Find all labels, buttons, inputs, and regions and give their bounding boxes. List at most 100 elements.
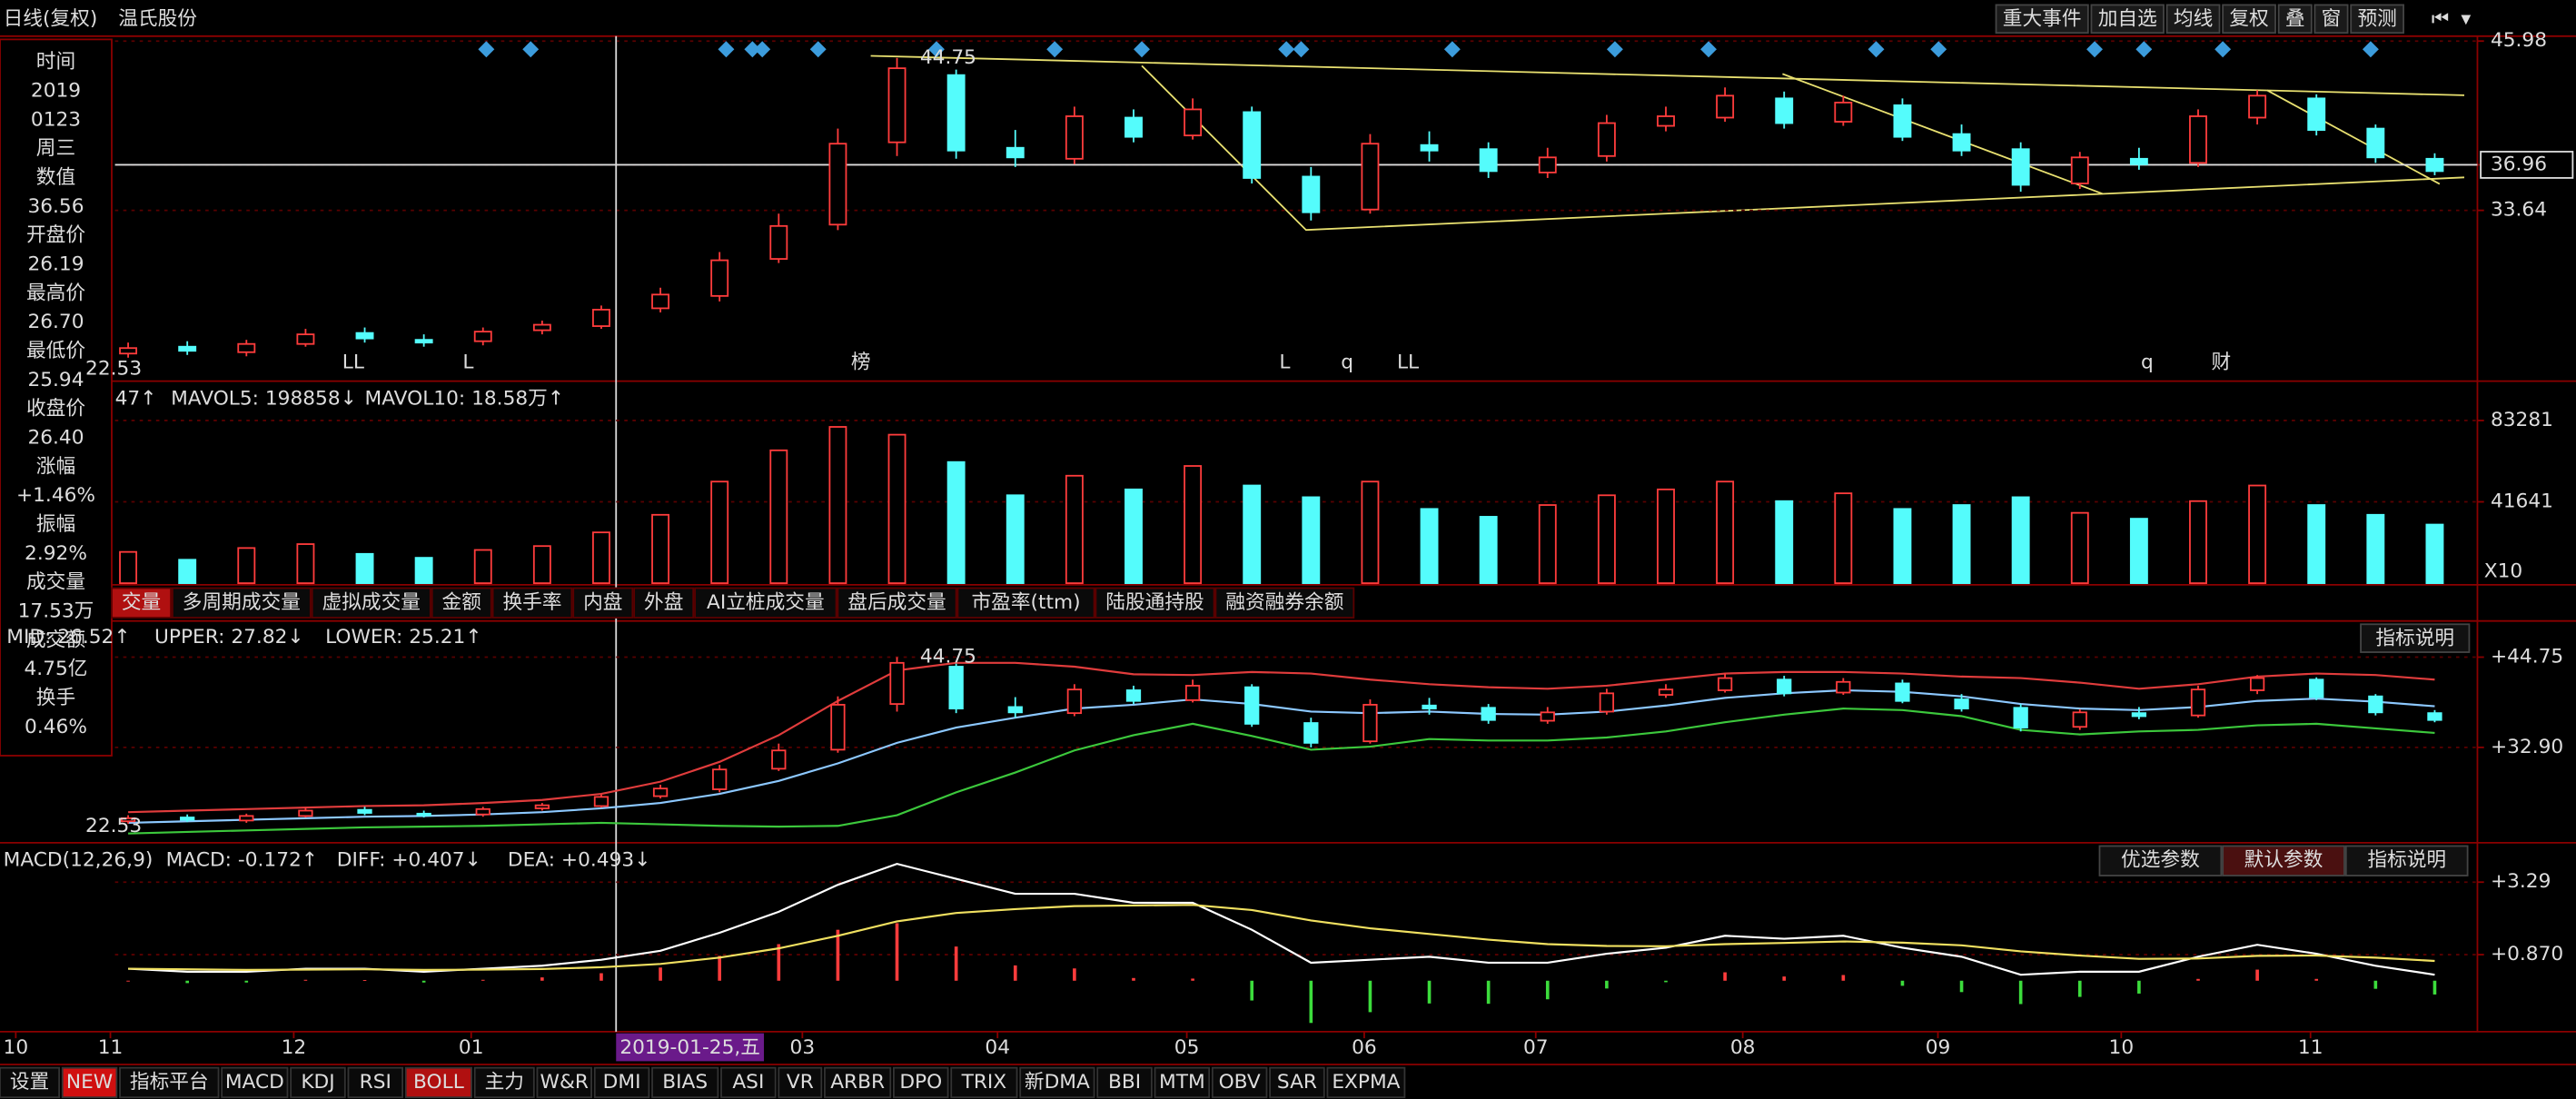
indicator-tab-label[interactable]: 外盘 bbox=[644, 591, 683, 614]
indicator-tab[interactable] bbox=[1214, 587, 1355, 619]
bottom-tab-label[interactable]: KDJ bbox=[301, 1071, 334, 1094]
indicator-tab-label[interactable]: 虚拟成交量 bbox=[322, 591, 421, 614]
bottom-tab[interactable] bbox=[893, 1066, 949, 1099]
bottom-tab-label[interactable]: MTM bbox=[1159, 1071, 1205, 1094]
bottom-tab-label[interactable]: DMI bbox=[603, 1071, 641, 1094]
param-button[interactable] bbox=[2222, 845, 2345, 876]
event-label[interactable]: LL bbox=[342, 351, 364, 374]
bottom-tab[interactable] bbox=[950, 1066, 1018, 1099]
bottom-tab-label[interactable]: ARBR bbox=[830, 1071, 885, 1094]
event-diamond[interactable] bbox=[1443, 41, 1461, 58]
indicator-tab[interactable] bbox=[694, 587, 837, 619]
indicator-tab-label[interactable]: 融资融券余额 bbox=[1225, 591, 1343, 614]
event-diamond[interactable] bbox=[1293, 41, 1310, 58]
bottom-tab-label[interactable]: ASI bbox=[732, 1071, 764, 1094]
indicator-tab[interactable] bbox=[311, 587, 431, 619]
indicator-tab-label[interactable]: 市盈率(ttm) bbox=[971, 591, 1080, 614]
bottom-tab-label[interactable]: VR bbox=[787, 1071, 814, 1094]
event-label[interactable]: q bbox=[1341, 351, 1353, 374]
indicator-tab-label[interactable]: 多周期成交量 bbox=[183, 591, 301, 614]
indicator-tab[interactable] bbox=[491, 587, 573, 619]
bottom-tab[interactable] bbox=[290, 1066, 346, 1099]
event-diamond[interactable] bbox=[1700, 41, 1717, 58]
indicator-tab-label[interactable]: 陆股通持股 bbox=[1105, 591, 1204, 614]
toolbar-button[interactable] bbox=[2222, 4, 2276, 35]
bottom-tab[interactable] bbox=[404, 1066, 472, 1099]
param-button-label[interactable]: 默认参数 bbox=[2244, 849, 2323, 872]
bottom-tab-label[interactable]: W&R bbox=[540, 1071, 589, 1094]
bottom-tab-label[interactable]: 主力 bbox=[485, 1071, 524, 1094]
indicator-tab[interactable] bbox=[1095, 587, 1215, 619]
bottom-tab[interactable] bbox=[720, 1066, 777, 1099]
bottom-tab-label[interactable]: 设置 bbox=[10, 1071, 49, 1094]
toolbar-button-label[interactable]: 重大事件 bbox=[2003, 8, 2082, 31]
bottom-tab[interactable] bbox=[651, 1066, 719, 1099]
bottom-tab-label[interactable]: EXPMA bbox=[1332, 1071, 1400, 1094]
param-button[interactable] bbox=[2098, 845, 2223, 876]
toolbar-button[interactable] bbox=[2313, 4, 2349, 35]
toolbar-button-label[interactable]: 均线 bbox=[2174, 8, 2213, 31]
bottom-tab[interactable] bbox=[1269, 1066, 1325, 1099]
bottom-tab[interactable] bbox=[778, 1066, 823, 1099]
bottom-tab[interactable] bbox=[824, 1066, 892, 1099]
toolbar-button[interactable] bbox=[2090, 4, 2165, 35]
bottom-tab-label[interactable]: 新DMA bbox=[1025, 1071, 1090, 1094]
toolbar-button[interactable] bbox=[2165, 4, 2221, 35]
bottom-tab[interactable] bbox=[1326, 1066, 1406, 1099]
bottom-tab[interactable] bbox=[1154, 1066, 1211, 1099]
indicator-tab-label[interactable]: 盘后成交量 bbox=[847, 591, 946, 614]
event-label[interactable]: L bbox=[1279, 351, 1290, 374]
indicator-tab-label[interactable]: 交量 bbox=[122, 591, 161, 614]
param-button-label[interactable]: 指标说明 bbox=[2367, 849, 2446, 872]
bottom-tab[interactable] bbox=[221, 1066, 289, 1099]
bottom-tab-label[interactable]: NEW bbox=[66, 1071, 113, 1094]
toolbar-button-label[interactable]: 加自选 bbox=[2098, 8, 2157, 31]
bottom-tab[interactable] bbox=[61, 1066, 118, 1099]
indicator-tab-label[interactable]: 换手率 bbox=[502, 591, 561, 614]
bottom-tab[interactable] bbox=[1019, 1066, 1095, 1099]
event-label[interactable]: 榜 bbox=[851, 351, 871, 374]
event-diamond[interactable] bbox=[927, 41, 945, 58]
explain-button[interactable] bbox=[2360, 623, 2471, 653]
bottom-tab-label[interactable]: OBV bbox=[1219, 1071, 1261, 1094]
bottom-tab[interactable] bbox=[0, 1066, 61, 1099]
indicator-tab[interactable] bbox=[111, 587, 173, 619]
toolbar-button-label[interactable]: 叠 bbox=[2285, 8, 2305, 31]
bottom-tab-label[interactable]: MACD bbox=[225, 1071, 284, 1094]
bottom-tab-label[interactable]: TRIX bbox=[961, 1071, 1007, 1094]
bottom-tab-label[interactable]: BBI bbox=[1108, 1071, 1141, 1094]
event-label[interactable]: q bbox=[2141, 351, 2154, 374]
toolbar-button-label[interactable]: 窗 bbox=[2322, 8, 2342, 31]
event-diamond[interactable] bbox=[2086, 41, 2104, 58]
bottom-tab-label[interactable]: RSI bbox=[360, 1071, 391, 1094]
indicator-tab[interactable] bbox=[572, 587, 634, 619]
event-label[interactable]: 财 bbox=[2211, 351, 2231, 374]
indicator-tab[interactable] bbox=[956, 587, 1095, 619]
event-diamond[interactable] bbox=[1868, 41, 1885, 58]
param-button[interactable] bbox=[2344, 845, 2469, 876]
indicator-tab[interactable] bbox=[837, 587, 957, 619]
bottom-tab[interactable] bbox=[593, 1066, 650, 1099]
bottom-tab[interactable] bbox=[119, 1066, 220, 1099]
bottom-tab[interactable] bbox=[1096, 1066, 1153, 1099]
toolbar-button[interactable] bbox=[2277, 4, 2313, 35]
bottom-tab-label[interactable]: SAR bbox=[1277, 1071, 1317, 1094]
event-label[interactable]: LL bbox=[1397, 351, 1419, 374]
indicator-tab-label[interactable]: AI立桩成交量 bbox=[707, 591, 825, 614]
bottom-tab[interactable] bbox=[347, 1066, 404, 1099]
bottom-tab[interactable] bbox=[536, 1066, 593, 1099]
bottom-tab[interactable] bbox=[1211, 1066, 1268, 1099]
event-label[interactable]: L bbox=[462, 351, 473, 374]
bottom-tab-label[interactable]: BOLL bbox=[413, 1071, 464, 1094]
toolbar-button-label[interactable]: 复权 bbox=[2229, 8, 2268, 31]
bottom-tab-label[interactable]: DPO bbox=[899, 1071, 942, 1094]
indicator-tab-label[interactable]: 金额 bbox=[442, 591, 482, 614]
toolbar-button[interactable] bbox=[2350, 4, 2404, 35]
bottom-tab-label[interactable]: 指标平台 bbox=[130, 1071, 209, 1094]
indicator-tab[interactable] bbox=[633, 587, 695, 619]
toolbar-button[interactable] bbox=[1995, 4, 2089, 35]
param-button-label[interactable]: 优选参数 bbox=[2121, 849, 2200, 872]
bottom-tab-label[interactable]: BIAS bbox=[662, 1071, 708, 1094]
indicator-tab[interactable] bbox=[431, 587, 492, 619]
toolbar-button-label[interactable]: 预测 bbox=[2357, 8, 2396, 31]
